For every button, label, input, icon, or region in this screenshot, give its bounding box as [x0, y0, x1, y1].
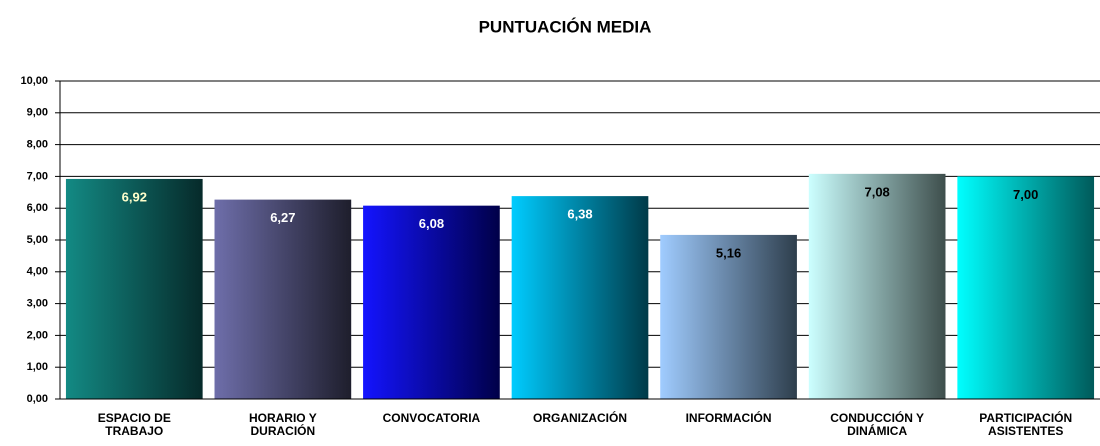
x-tick-label: HORARIO Y DURACIÓN	[249, 411, 317, 438]
y-tick-label: 9,00	[27, 107, 48, 119]
x-tick-label: PARTICIPACIÓN ASISTENTES	[979, 410, 1072, 438]
bar	[957, 176, 1095, 399]
x-tick-label: CONDUCCIÓN Y DINÁMICA	[830, 410, 924, 438]
x-tick-label: CONVOCATORIA	[383, 411, 481, 425]
bar	[363, 205, 500, 399]
bar	[660, 234, 797, 399]
chart-title: PUNTUACIÓN MEDIA	[479, 17, 652, 36]
data-label: 6,38	[567, 207, 592, 222]
bar	[65, 178, 203, 399]
y-tick-label: 2,00	[27, 329, 48, 341]
data-label: 5,16	[716, 245, 741, 260]
y-tick-label: 5,00	[27, 234, 48, 246]
y-tick-label: 6,00	[27, 202, 48, 214]
data-label: 6,92	[122, 189, 147, 204]
x-tick-label: INFORMACIÓN	[686, 410, 772, 425]
data-label: 7,00	[1013, 187, 1038, 202]
y-tick-label: 3,00	[27, 298, 48, 310]
x-tick-label: ESPACIO DE TRABAJO	[98, 411, 171, 438]
y-tick-label: 10,00	[20, 75, 48, 87]
bar	[808, 173, 946, 399]
y-tick-label: 8,00	[27, 139, 48, 151]
bar	[214, 199, 352, 399]
y-tick-label: 7,00	[27, 170, 48, 182]
data-label: 6,08	[419, 216, 444, 231]
y-tick-label: 4,00	[27, 266, 48, 278]
data-label: 7,08	[864, 184, 889, 199]
y-tick-label: 0,00	[27, 393, 48, 405]
y-tick-label: 1,00	[27, 361, 48, 373]
x-tick-label: ORGANIZACIÓN	[533, 410, 627, 425]
bar	[511, 196, 649, 399]
data-label: 6,27	[270, 210, 295, 225]
